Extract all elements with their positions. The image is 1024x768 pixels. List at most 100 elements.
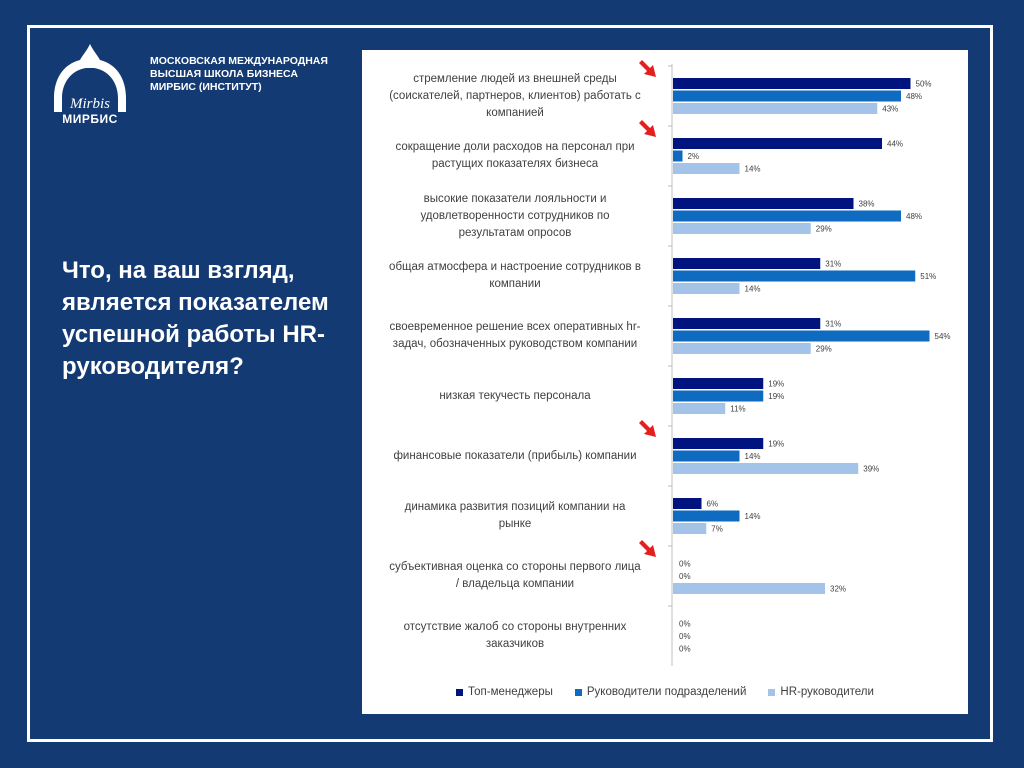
data-label: 19% bbox=[768, 392, 784, 401]
legend-item-hr-heads: HR-руководители bbox=[768, 686, 874, 698]
category-label-line: рынке bbox=[498, 518, 532, 530]
data-label: 14% bbox=[745, 452, 761, 461]
data-label: 0% bbox=[679, 645, 691, 654]
data-label: 14% bbox=[745, 512, 761, 521]
category-label: финансовые показатели (прибыль) компании bbox=[370, 448, 660, 465]
category-label-line: своевременное решение всех оперативных h… bbox=[389, 321, 641, 333]
category-label-line: / владельца компании bbox=[455, 578, 575, 590]
category-label-line: компанией bbox=[486, 106, 544, 119]
bar-chart: 50% 48% 43% 44% 2% 14% 38% 48% 29% 31% 51% 14% 31% 54… bbox=[639, 60, 951, 666]
bar bbox=[673, 343, 811, 354]
category-label-line: высокие показатели лояльности и bbox=[423, 192, 607, 205]
data-label: 19% bbox=[768, 440, 784, 449]
category-label-line: (соискателей, партнеров, клиентов) работ… bbox=[389, 89, 641, 102]
bar bbox=[673, 223, 811, 234]
category-label-line: результатам опросов bbox=[458, 226, 572, 239]
category-label-line: субъективная оценка со стороны первого л… bbox=[389, 561, 641, 573]
bar bbox=[673, 198, 854, 209]
data-label: 50% bbox=[916, 80, 932, 89]
data-label: 48% bbox=[906, 92, 922, 101]
data-label: 31% bbox=[825, 320, 841, 329]
bar bbox=[673, 510, 740, 522]
data-label: 2% bbox=[688, 152, 700, 161]
bar bbox=[673, 450, 740, 462]
legend-label: Руководители подразделений bbox=[586, 686, 747, 698]
chart-panel: 50% 48% 43% 44% 2% 14% 38% 48% 29% 31% 51% 14% 31% 54… bbox=[362, 50, 968, 714]
bar bbox=[673, 138, 882, 149]
legend-item-top-managers: Топ-менеджеры bbox=[456, 686, 553, 698]
logo-script: Mirbis bbox=[69, 96, 110, 112]
bar bbox=[673, 523, 707, 534]
category-label: субъективная оценка со стороны первого л… bbox=[370, 559, 660, 593]
data-label: 54% bbox=[935, 332, 951, 341]
legend-item-dept-heads: Руководители подразделений bbox=[574, 686, 747, 698]
category-label: отсутствие жалоб со стороны внутренних за… bbox=[370, 619, 660, 653]
bar bbox=[673, 378, 764, 389]
data-label: 44% bbox=[887, 140, 903, 149]
bar bbox=[673, 270, 916, 282]
category-label-line: общая атмосфера и настроение сотрудников… bbox=[389, 261, 641, 273]
category-label-line: стремление людей из внешней среды bbox=[413, 72, 617, 85]
category-label-line: отсутствие жалоб со стороны внутренних bbox=[403, 621, 627, 633]
chart-legend: Топ-менеджеры Руководители подразделений… bbox=[362, 682, 968, 702]
category-label: сокращение доли расходов на персонал при… bbox=[370, 139, 660, 173]
legend-label: Топ-менеджеры bbox=[468, 686, 553, 698]
highlight-arrow-icon bbox=[639, 120, 656, 137]
data-label: 14% bbox=[745, 165, 761, 174]
bar bbox=[673, 258, 821, 269]
bar bbox=[673, 498, 702, 509]
category-label: динамика развития позиций компании на рын… bbox=[370, 499, 660, 533]
bar bbox=[673, 150, 683, 162]
data-label: 31% bbox=[825, 260, 841, 269]
category-label-line: растущих показателях бизнеса bbox=[431, 158, 599, 170]
bar bbox=[673, 583, 825, 594]
category-label: общая атмосфера и настроение сотрудников… bbox=[370, 259, 660, 293]
mirbis-logo-icon: Mirbis bbox=[54, 44, 126, 112]
logo-text: МИРБИС bbox=[62, 112, 118, 126]
question-title: Что, на ваш взгляд, является показателем… bbox=[62, 257, 329, 380]
highlight-arrow-icon bbox=[639, 60, 656, 77]
bar bbox=[673, 103, 878, 114]
legend-swatch bbox=[768, 688, 776, 696]
data-label: 32% bbox=[830, 585, 846, 594]
data-label: 7% bbox=[711, 525, 723, 534]
slide-frame bbox=[27, 25, 993, 742]
legend-label: HR-руководители bbox=[780, 686, 874, 698]
highlight-arrow-icon bbox=[639, 420, 656, 437]
highlight-arrow-icon bbox=[639, 540, 656, 557]
bar bbox=[673, 330, 930, 342]
data-label: 38% bbox=[859, 200, 875, 209]
bar bbox=[673, 78, 911, 89]
legend-swatch bbox=[456, 688, 464, 696]
school-name-line-3: МИРБИС (ИНСТИТУТ) bbox=[150, 81, 262, 93]
data-label: 51% bbox=[920, 272, 936, 281]
bar bbox=[673, 318, 821, 329]
category-label-line: динамика развития позиций компании на bbox=[404, 501, 626, 513]
bar bbox=[673, 163, 740, 174]
data-label: 29% bbox=[816, 225, 832, 234]
bar bbox=[673, 283, 740, 294]
data-label: 48% bbox=[906, 212, 922, 221]
category-label-line: удовлетворенности сотрудников по bbox=[420, 209, 610, 222]
data-label: 6% bbox=[707, 500, 719, 509]
category-label-line: финансовые показатели (прибыль) компании bbox=[393, 449, 637, 462]
category-label-line: низкая текучесть персонала bbox=[439, 389, 591, 402]
data-label: 19% bbox=[768, 380, 784, 389]
category-label: низкая текучесть персонала bbox=[370, 388, 660, 405]
category-label-line: заказчиков bbox=[485, 638, 545, 650]
bar bbox=[673, 210, 901, 222]
bar bbox=[673, 463, 859, 474]
data-label: 14% bbox=[745, 285, 761, 294]
data-label: 29% bbox=[816, 345, 832, 354]
data-label: 11% bbox=[730, 405, 745, 414]
school-name-line-2: ВЫСШАЯ ШКОЛА БИЗНЕСА bbox=[150, 68, 298, 80]
data-label: 39% bbox=[863, 465, 879, 474]
bar bbox=[673, 390, 764, 402]
data-label: 0% bbox=[679, 560, 691, 569]
data-label: 43% bbox=[882, 105, 898, 114]
category-label-line: задач, обозначенных руководством компани… bbox=[392, 338, 638, 350]
data-label: 0% bbox=[679, 632, 691, 641]
category-label: высокие показатели лояльности и удовлетво… bbox=[370, 191, 660, 242]
bar bbox=[673, 90, 901, 102]
category-label: своевременное решение всех оперативных h… bbox=[370, 319, 660, 353]
